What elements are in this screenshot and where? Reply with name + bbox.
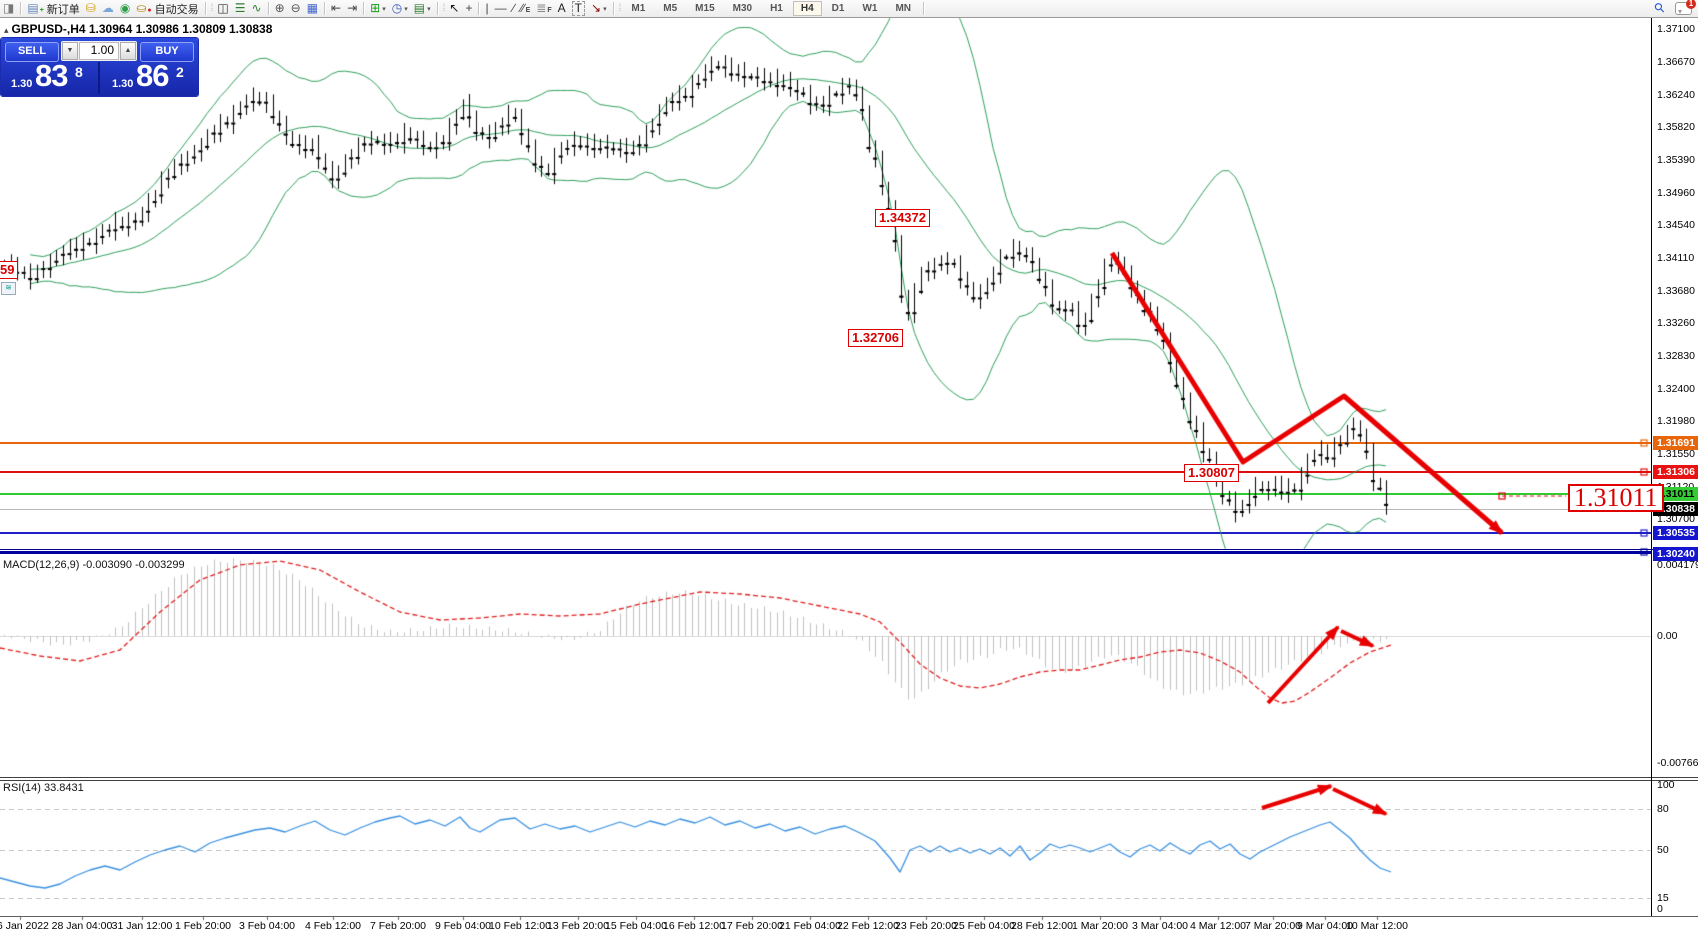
macd-axis-label: 0.004179 [1657, 559, 1698, 571]
time-axis-label: 28 Feb 12:00 [1011, 920, 1073, 932]
price-tag-1.30838: 1.30838 [1653, 502, 1698, 516]
macd-indicator-label: MACD(12,26,9) -0.003090 -0.003299 [3, 559, 185, 571]
time-axis-label: 9 Feb 04:00 [434, 920, 492, 932]
price-axis-label: 1.32400 [1657, 383, 1695, 395]
time-axis-label: 1 Mar 20:00 [1071, 920, 1129, 932]
time-axis-label: 3 Mar 04:00 [1131, 920, 1189, 932]
buy-price-sup: 2 [176, 64, 184, 80]
sell-price-big: 83 [35, 58, 68, 93]
time-axis-label: 17 Feb 20:00 [721, 920, 783, 932]
time-axis-label: 15 Feb 04:00 [605, 920, 667, 932]
time-axis-label: 3 Feb 04:00 [238, 920, 296, 932]
price-annotation-label[interactable]: 1.31011 [1568, 484, 1664, 512]
time-axis-label: 28 Jan 04:00 [51, 920, 113, 932]
macd-axis-label: -0.007666 [1657, 757, 1698, 769]
price-axis-label: 1.34540 [1657, 219, 1695, 231]
time-axis-label: 1 Feb 20:00 [174, 920, 232, 932]
buy-price-big: 86 [136, 58, 169, 93]
price-tag-1.31011: 1.31011 [1653, 487, 1698, 501]
volume-increase-button[interactable]: ▲ [120, 42, 136, 60]
time-axis-label: 23 Feb 20:00 [895, 920, 957, 932]
time-axis-label: 21 Feb 04:00 [779, 920, 841, 932]
buy-button[interactable]: BUY [140, 42, 194, 62]
price-tag-1.31691: 1.31691 [1653, 436, 1698, 450]
object-marker-icon: ≋ [1, 282, 16, 295]
price-axis-label: 1.36240 [1657, 89, 1695, 101]
price-annotation-label[interactable]: 59 [0, 261, 19, 279]
price-axis-label: 1.36670 [1657, 56, 1695, 68]
price-tag-1.31306: 1.31306 [1653, 465, 1698, 479]
time-axis-label: 31 Jan 12:00 [111, 920, 173, 932]
sell-button[interactable]: SELL [5, 42, 59, 62]
price-axis-label: 1.34960 [1657, 187, 1695, 199]
volume-decrease-button[interactable]: ▼ [62, 42, 78, 60]
time-axis-label: 13 Feb 20:00 [547, 920, 609, 932]
price-axis-label: 1.34110 [1657, 252, 1695, 264]
time-axis-label: 10 Feb 12:00 [489, 920, 551, 932]
rsi-axis-label: 15 [1657, 892, 1669, 904]
rsi-axis-label: 50 [1657, 844, 1669, 856]
time-axis-label: 26 Jan 2022 [0, 920, 49, 932]
rsi-axis-label: 0 [1657, 903, 1663, 915]
macd-axis-label: 0.00 [1657, 630, 1678, 642]
price-annotation-label[interactable]: 1.32706 [848, 329, 903, 347]
buy-price-base: 1.30 [112, 78, 134, 90]
time-axis-label: 7 Mar 20:00 [1244, 920, 1302, 932]
price-axis-label: 1.31550 [1657, 448, 1695, 460]
price-axis-line [1651, 18, 1652, 916]
price-annotation-label[interactable]: 1.30807 [1184, 464, 1239, 482]
time-axis-label: 4 Feb 12:00 [304, 920, 362, 932]
time-axis-label: 9 Mar 04:00 [1296, 920, 1354, 932]
rsi-axis-label: 100 [1657, 779, 1675, 791]
collapse-panel-icon[interactable]: ▴ [4, 25, 9, 35]
sell-price-base: 1.30 [11, 78, 33, 90]
chart-title-text: GBPUSD-,H4 1.30964 1.30986 1.30809 1.308… [11, 22, 273, 36]
rsi-indicator-label: RSI(14) 33.8431 [3, 782, 84, 794]
price-axis-label: 1.32830 [1657, 350, 1695, 362]
volume-input[interactable]: 1.00 [79, 42, 119, 60]
price-axis-label: 1.33680 [1657, 285, 1695, 297]
chart-title: ▴ GBPUSD-,H4 1.30964 1.30986 1.30809 1.30… [4, 22, 272, 36]
buy-price[interactable]: 1.30 86 2 [100, 58, 196, 94]
volume-stepper: ▼ 1.00 ▲ [61, 41, 137, 61]
time-axis-label: 22 Feb 12:00 [837, 920, 899, 932]
price-axis-label: 1.35390 [1657, 154, 1695, 166]
price-annotation-label[interactable]: 1.34372 [875, 209, 930, 227]
time-axis-label: 16 Feb 12:00 [663, 920, 725, 932]
time-axis-label: 25 Feb 04:00 [953, 920, 1015, 932]
price-axis-label: 1.37100 [1657, 23, 1695, 35]
sell-price[interactable]: 1.30 83 8 [3, 58, 100, 94]
one-click-trading-panel: SELL ▼ 1.00 ▲ BUY 1.30 83 8 1.30 86 2 [1, 38, 198, 96]
time-axis-label: 10 Mar 12:00 [1346, 920, 1408, 932]
time-axis-label: 4 Mar 12:00 [1189, 920, 1247, 932]
sell-price-sup: 8 [75, 64, 83, 80]
rsi-axis-label: 80 [1657, 803, 1669, 815]
price-axis-label: 1.35820 [1657, 121, 1695, 133]
price-tag-1.30535: 1.30535 [1653, 526, 1698, 540]
price-tag-1.30240: 1.30240 [1653, 547, 1698, 561]
price-axis-label: 1.30700 [1657, 513, 1695, 525]
price-axis-label: 1.33260 [1657, 317, 1695, 329]
time-axis-label: 7 Feb 20:00 [369, 920, 427, 932]
price-axis-label: 1.31980 [1657, 415, 1695, 427]
